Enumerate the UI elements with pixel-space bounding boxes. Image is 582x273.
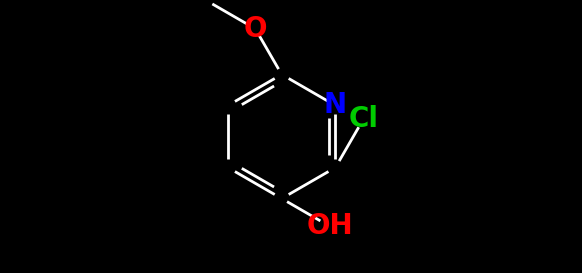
Text: Cl: Cl — [349, 105, 378, 133]
Text: N: N — [324, 91, 347, 120]
Text: OH: OH — [307, 212, 353, 241]
Text: O: O — [244, 15, 267, 43]
